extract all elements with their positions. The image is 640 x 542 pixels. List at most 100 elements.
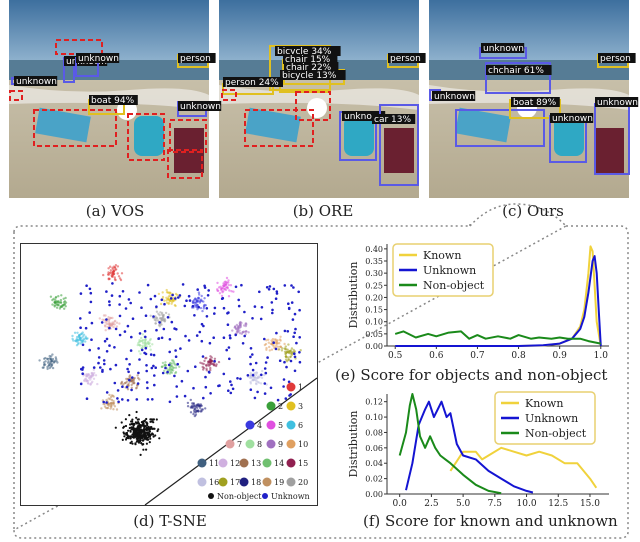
tsne-point xyxy=(114,264,118,267)
tsne-point xyxy=(196,406,199,409)
tsne-unknown-point xyxy=(114,363,118,367)
tsne-unknown-point xyxy=(146,398,150,401)
tsne-legend-label: 5 xyxy=(278,421,283,430)
tsne-point xyxy=(284,345,287,348)
tsne-point xyxy=(251,379,254,382)
tsne-legend-label: 3 xyxy=(298,402,303,411)
tsne-unknown-point xyxy=(180,379,184,383)
detection-box xyxy=(455,109,545,147)
tsne-legend-marker xyxy=(262,458,272,468)
tsne-point xyxy=(107,322,111,326)
tsne-unknown-point xyxy=(298,351,301,354)
tsne-unknown-point xyxy=(131,317,135,320)
tsne-point xyxy=(274,338,278,341)
tsne-point xyxy=(265,339,268,342)
tsne-point xyxy=(202,368,205,371)
tsne-unknown-point xyxy=(102,359,106,362)
tsne-nonobject-point xyxy=(134,443,137,446)
tsne-nonobject-point xyxy=(149,437,152,440)
tsne-point xyxy=(290,347,294,350)
tsne-unknown-point xyxy=(260,373,263,377)
tsne-unknown-point xyxy=(152,315,155,318)
tsne-point xyxy=(265,348,268,351)
tsne-point xyxy=(113,405,117,408)
detection-box xyxy=(127,113,165,161)
tsne-point xyxy=(267,338,270,341)
tsne-point xyxy=(285,351,288,354)
tsne-point xyxy=(102,273,105,277)
tsne-point xyxy=(189,411,193,414)
tsne-nonobject-point xyxy=(152,418,155,421)
detection-label: person xyxy=(390,54,421,64)
tsne-unknown-point xyxy=(240,283,243,287)
tsne-point xyxy=(87,382,90,385)
tsne-legend-marker xyxy=(266,401,276,411)
x-tick-label: 0.9 xyxy=(553,351,568,361)
tsne-unknown-point xyxy=(143,351,146,355)
tsne-point xyxy=(198,404,201,408)
tsne-point xyxy=(106,406,109,410)
tsne-unknown-point xyxy=(152,353,156,357)
tsne-unknown-point xyxy=(116,389,120,392)
tsne-unknown-point xyxy=(121,385,124,388)
tsne-unknown-point xyxy=(204,385,208,389)
tsne-point xyxy=(113,276,117,279)
tsne-point xyxy=(112,408,115,411)
tsne-point xyxy=(235,323,239,327)
tsne-unknown-point xyxy=(243,334,246,338)
tsne-unknown-point xyxy=(117,400,120,404)
tsne-point xyxy=(107,277,111,280)
tsne-point xyxy=(261,369,264,373)
tsne-unknown-point xyxy=(79,326,82,329)
tsne-point xyxy=(163,320,166,323)
caption-d: (d) T-SNE xyxy=(133,512,207,530)
tsne-unknown-point xyxy=(266,356,269,359)
tsne-legend-label: 13 xyxy=(251,459,261,468)
tsne-point xyxy=(48,366,51,370)
tsne-point xyxy=(189,398,192,402)
tsne-unknown-point xyxy=(136,382,140,385)
tsne-nonobject-point xyxy=(146,428,149,431)
tsne-unknown-point xyxy=(297,290,301,294)
tsne-nonobject-point xyxy=(132,436,135,439)
tsne-point xyxy=(43,363,47,366)
tsne-legend-label: 16 xyxy=(209,478,219,487)
tsne-point xyxy=(222,284,225,288)
tsne-unknown-point xyxy=(231,387,235,391)
tsne-point xyxy=(76,331,79,334)
tsne-unknown-point xyxy=(178,294,182,297)
tsne-point xyxy=(270,348,274,351)
tsne-point xyxy=(55,358,58,361)
tsne-point xyxy=(113,323,116,326)
tsne-unknown-point xyxy=(90,338,93,341)
detection-label-bg xyxy=(486,65,552,75)
tsne-unknown-point xyxy=(271,308,274,312)
tsne-nonobject-point xyxy=(137,426,140,429)
detection-label-bg xyxy=(280,70,346,80)
tsne-point xyxy=(148,342,151,345)
tsne-point xyxy=(57,300,60,303)
tsne-point xyxy=(278,342,281,345)
tsne-unknown-point xyxy=(175,385,178,388)
tsne-unknown-point xyxy=(293,312,297,316)
tsne-point xyxy=(281,347,284,350)
tsne-unknown-point xyxy=(284,397,288,400)
tsne-legend-marker xyxy=(266,420,276,430)
tsne-legend-marker xyxy=(266,439,276,449)
tsne-point xyxy=(108,393,111,397)
tsne-unknown-point xyxy=(160,336,164,340)
tsne-point xyxy=(72,339,75,342)
tsne-unknown-point xyxy=(278,359,282,362)
tsne-unknown-point xyxy=(249,355,252,359)
tsne-point xyxy=(241,330,244,334)
tsne-point xyxy=(115,321,119,324)
tsne-point xyxy=(186,405,190,408)
tsne-unknown-point xyxy=(275,292,279,295)
tsne-point xyxy=(137,350,141,353)
y-tick-label: 0.00 xyxy=(365,342,383,351)
tsne-legend-label: Non-object xyxy=(217,492,262,501)
tsne-point xyxy=(276,345,280,348)
tsne-point xyxy=(50,364,53,367)
tsne-point xyxy=(213,364,216,367)
detection-label: unknown xyxy=(597,98,638,108)
